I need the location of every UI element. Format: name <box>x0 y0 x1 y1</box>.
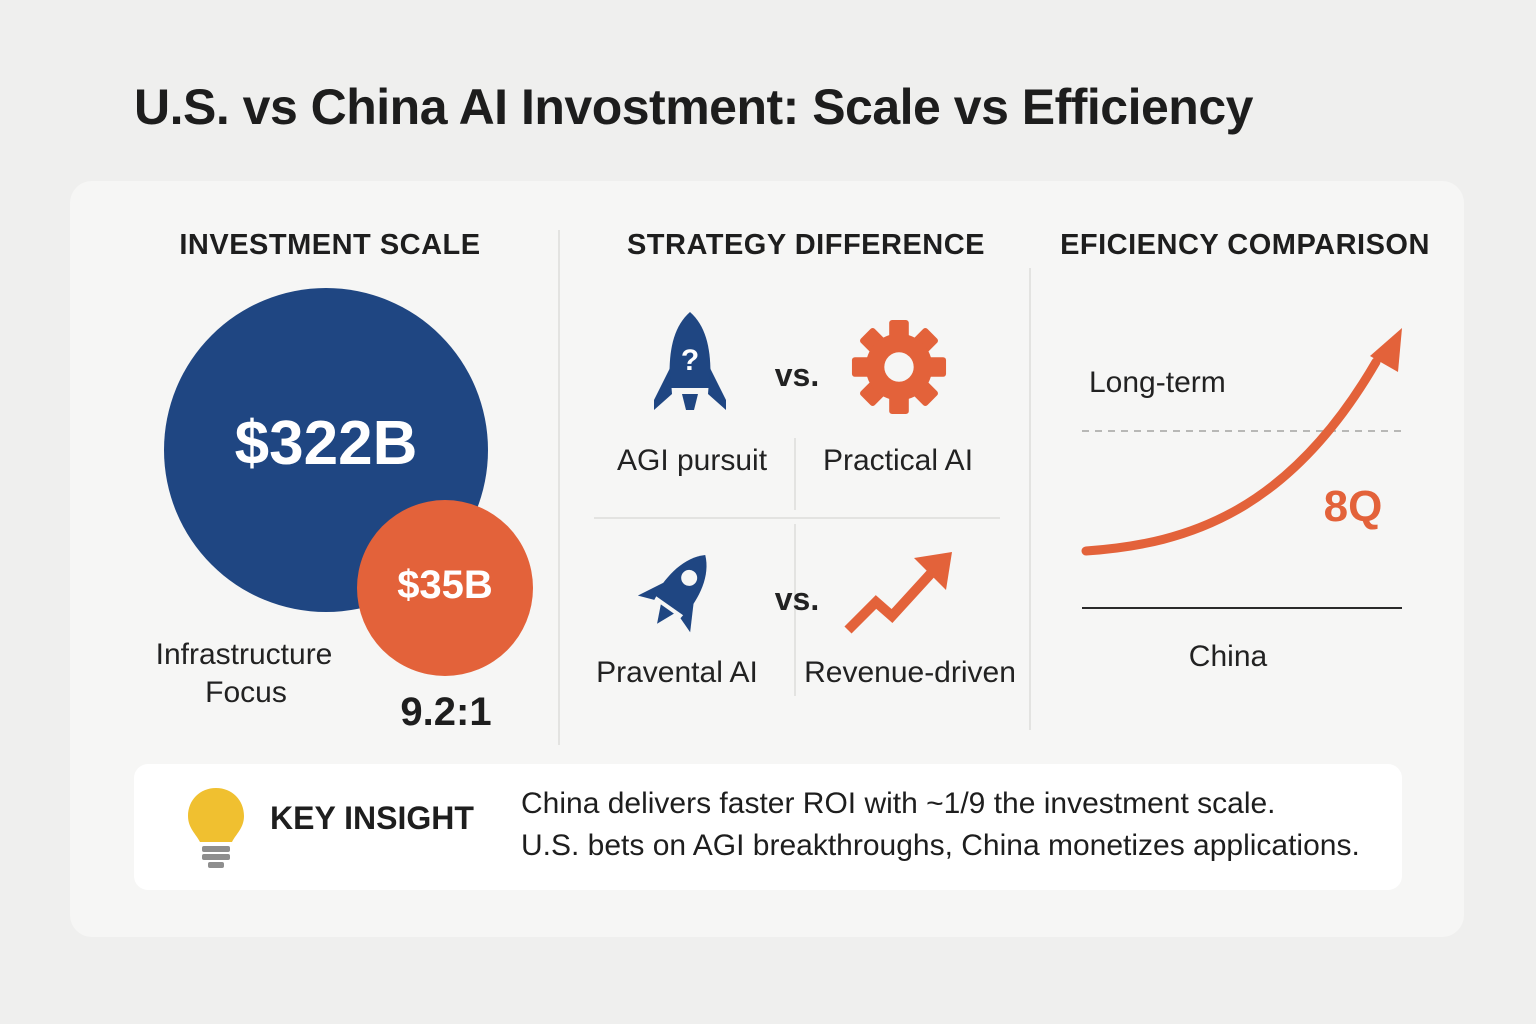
lightbulb-icon <box>188 788 244 868</box>
china-investment-circle: $35B <box>357 500 533 676</box>
strategy-left-label-row2: Pravental AI <box>596 656 758 689</box>
strategy-right-label-row1: Practical AI <box>822 444 974 477</box>
column-divider-1 <box>558 230 560 745</box>
rocket-icon <box>638 554 707 633</box>
svg-text:?: ? <box>681 344 699 377</box>
long-term-label: Long-term <box>1089 366 1226 399</box>
strategy-divider-bottom <box>794 524 796 696</box>
efficiency-comparison-heading: EFICIENCY COMPARISON <box>1060 229 1430 261</box>
rocket-question-icon: ? <box>654 312 726 410</box>
focus-label-line1: Infrastructure <box>155 638 333 671</box>
strategy-difference-heading: STRATEGY DIFFERENCE <box>626 229 986 261</box>
rising-arrow-icon <box>1370 328 1402 372</box>
efficiency-curve <box>1081 328 1402 609</box>
key-insight-label: KEY INSIGHT <box>270 800 474 836</box>
key-insight-line2: U.S. bets on AGI breakthroughs, China mo… <box>521 829 1360 862</box>
china-investment-amount: $35B <box>397 562 493 607</box>
efficiency-value: 8Q <box>1323 482 1383 531</box>
strategy-left-label-row1: AGI pursuit <box>616 444 768 477</box>
key-insight-box <box>134 764 1402 890</box>
page-title: U.S. vs China AI Invostment: Scale vs Ef… <box>134 79 1253 135</box>
strategy-right-label-row2: Revenue-driven <box>804 656 1016 689</box>
vs-label-row1: vs. <box>774 357 820 393</box>
gear-icon <box>851 319 947 415</box>
trend-up-arrow-icon <box>844 552 952 634</box>
key-insight-line1: China delivers faster ROI with ~1/9 the … <box>521 787 1276 820</box>
china-label: China <box>1188 640 1268 673</box>
strategy-divider-middle <box>594 517 1000 519</box>
vs-label-row2: vs. <box>774 581 820 617</box>
column-divider-2 <box>1029 268 1031 730</box>
strategy-divider-top <box>794 438 796 510</box>
focus-label-line2: Focus <box>205 676 287 709</box>
investment-scale-heading: INVESTMENT SCALE <box>179 229 481 261</box>
us-investment-amount: $322B <box>234 408 418 478</box>
investment-ratio: 9.2:1 <box>400 690 492 734</box>
